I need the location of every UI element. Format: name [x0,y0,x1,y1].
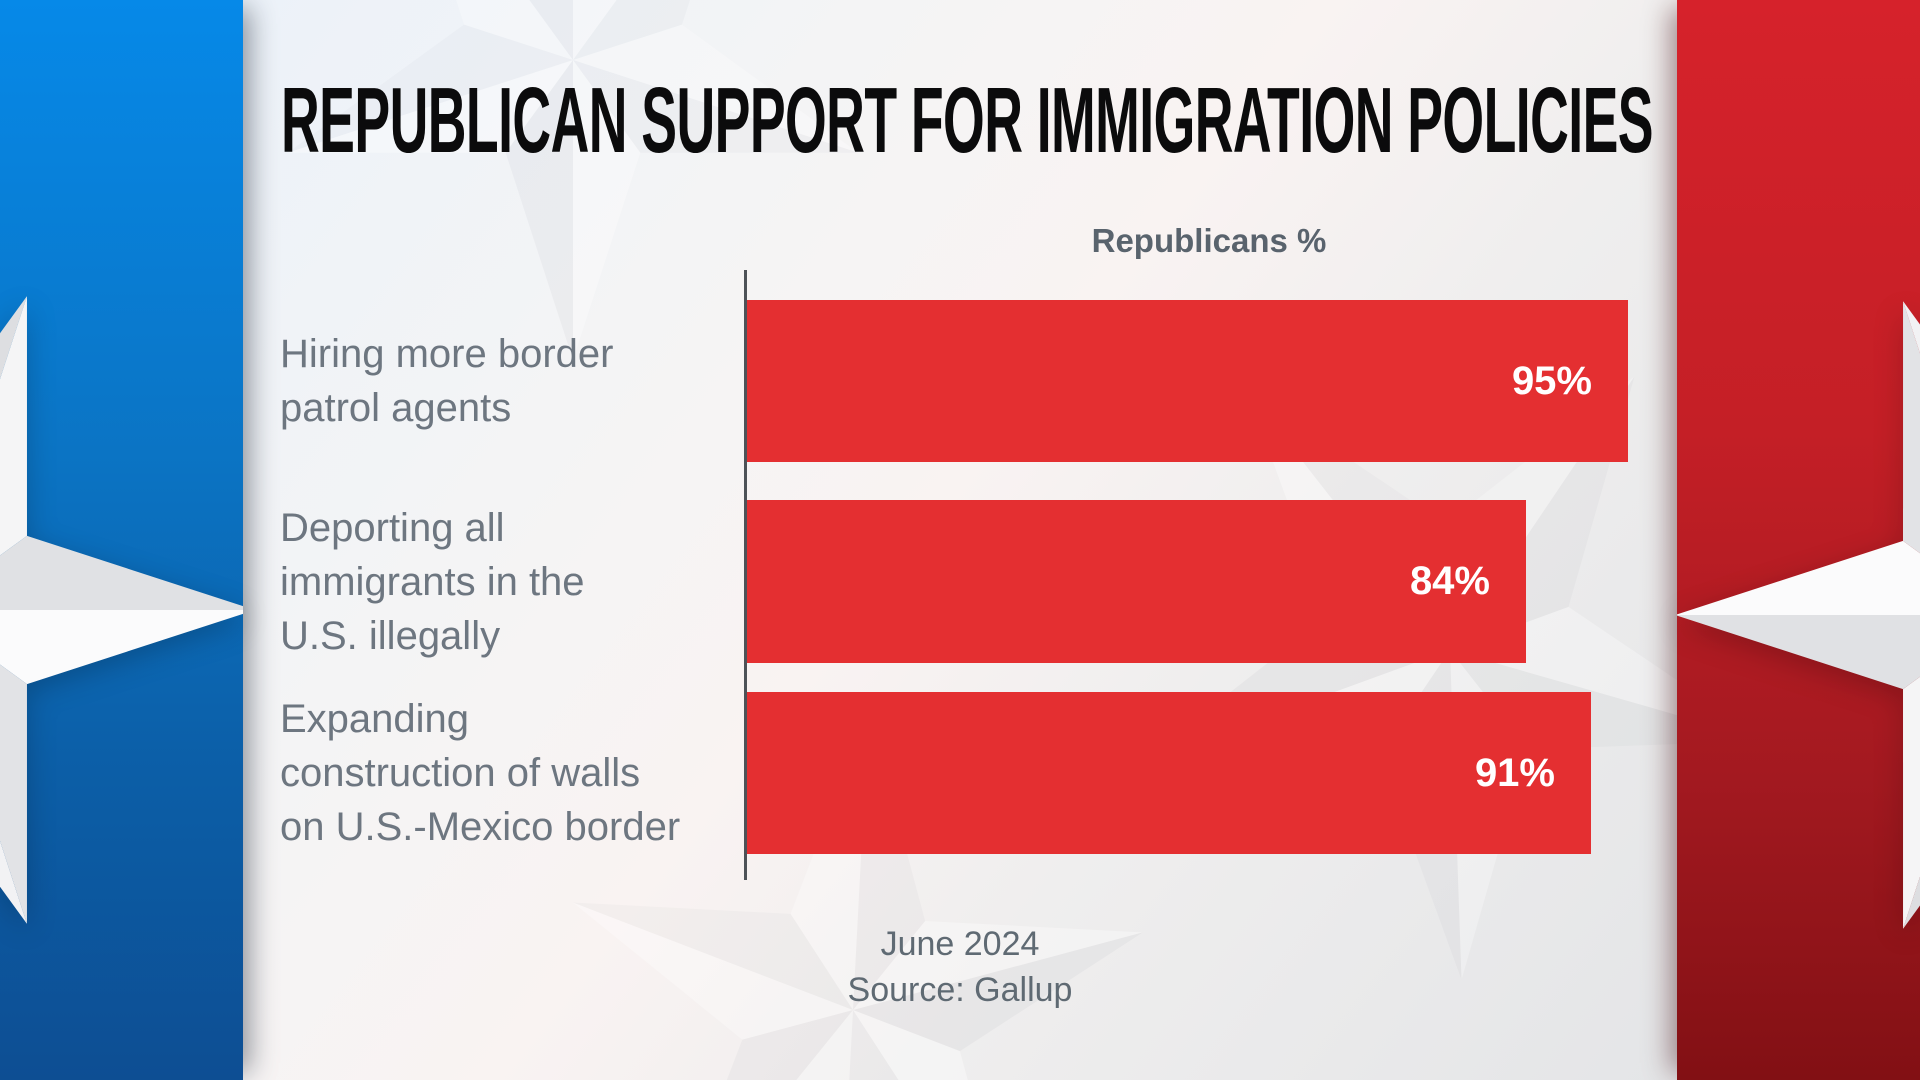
star-facet [1903,876,1920,929]
flag-band-red [1677,0,1920,1080]
star-facet [853,1010,968,1080]
star-facet [505,60,573,360]
page-title-text: REPUBLICAN SUPPORT FOR IMMIGRATION POLIC… [281,68,1653,172]
star-facet [573,24,859,153]
bar-value-label: 84% [1409,559,1490,603]
star-facet [572,902,853,1040]
page-title: REPUBLICAN SUPPORT FOR IMMIGRATION POLIC… [281,68,1654,172]
star-facet [853,932,1143,1052]
star-facet [0,535,243,610]
star-facet [0,296,27,556]
silver-star-icon [0,296,243,924]
star-facet [1677,615,1920,690]
content-panel: REPUBLICAN SUPPORT FOR IMMIGRATION POLIC… [243,0,1677,1080]
star-facet [0,664,27,924]
star-facet [796,1010,853,1080]
category-label: Hiring more border patrol agents [280,332,614,430]
silver-star-icon [1677,301,1920,929]
star-facet [1903,301,1920,354]
star-facet [456,0,573,60]
star-facet [1903,301,1920,554]
star-facet [1903,676,1920,929]
star-facet [726,1010,853,1080]
footnote-source: Source: Gallup [847,971,1073,1009]
star-facet [0,840,27,924]
bar-value-label: 91% [1474,750,1555,795]
axis-line [744,270,747,880]
bar: 95% [747,300,1628,462]
flag-band-blue [0,0,243,1080]
bar-chart: Republicans % Hiring more border patrol … [243,0,1677,1080]
star-facet [853,920,1143,1010]
star-facet [572,902,853,1010]
bar: 84% [747,500,1526,663]
star-facet [529,0,573,60]
star-facet [573,60,859,153]
footnote-date: June 2024 [880,925,1040,963]
star-facet [0,610,243,685]
star-facet [573,0,690,60]
star-facet [287,60,573,153]
star-facet [573,60,641,360]
axis-header: Republicans % [1091,222,1327,259]
bar-value-label: 95% [1511,358,1592,403]
category-label: Deporting all immigrants in the U.S. ill… [280,505,585,658]
star-facet [573,0,617,60]
bar: 91% [747,692,1591,854]
star-facet [1677,540,1920,615]
category-label: Expanding construction of walls on U.S.-… [280,697,681,849]
